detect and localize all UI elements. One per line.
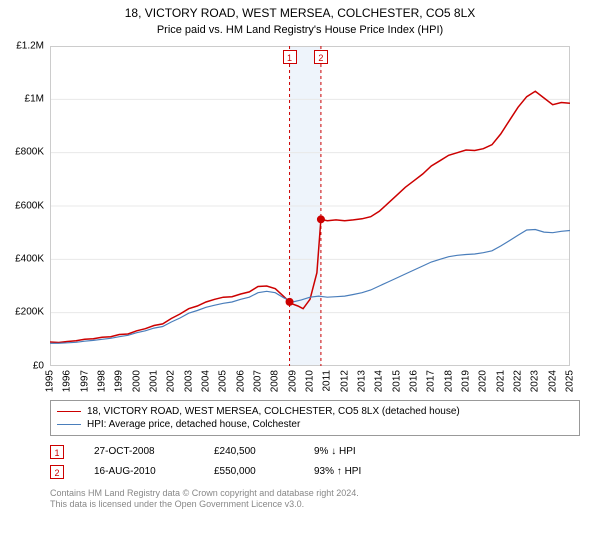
legend-swatch — [57, 411, 81, 412]
event-marker-dot — [317, 215, 325, 223]
chart-area: £0£200K£400K£600K£800K£1M£1.2M1995199619… — [50, 46, 570, 366]
x-tick-label: 2007 — [253, 370, 264, 392]
x-tick-label: 2002 — [166, 370, 177, 392]
x-tick-label: 1997 — [79, 370, 90, 392]
y-tick-label: £1.2M — [16, 40, 44, 51]
x-tick-label: 2008 — [270, 370, 281, 392]
y-tick-label: £0 — [33, 360, 44, 371]
x-tick-label: 2018 — [443, 370, 454, 392]
legend-swatch — [57, 424, 81, 425]
footer-line: This data is licensed under the Open Gov… — [50, 499, 580, 511]
x-tick-label: 2006 — [235, 370, 246, 392]
x-tick-label: 2025 — [565, 370, 576, 392]
y-tick-label: £1M — [25, 93, 44, 104]
event-marker-dot — [286, 297, 294, 305]
x-tick-label: 2010 — [305, 370, 316, 392]
x-tick-label: 2005 — [218, 370, 229, 392]
event-row: 2 16-AUG-2010 £550,000 93% ↑ HPI — [50, 462, 580, 482]
x-tick-label: 2019 — [461, 370, 472, 392]
event-delta: 93% ↑ HPI — [314, 466, 361, 477]
x-tick-label: 2016 — [409, 370, 420, 392]
y-tick-label: £400K — [15, 253, 44, 264]
y-tick-label: £200K — [15, 307, 44, 318]
event-badge: 1 — [50, 445, 64, 459]
event-date: 16-AUG-2010 — [94, 466, 184, 477]
line-chart — [50, 46, 570, 366]
x-tick-label: 2000 — [131, 370, 142, 392]
x-tick-label: 1995 — [45, 370, 56, 392]
x-tick-label: 1998 — [97, 370, 108, 392]
x-tick-label: 2024 — [547, 370, 558, 392]
x-tick-label: 2011 — [322, 370, 333, 392]
event-row: 1 27-OCT-2008 £240,500 9% ↓ HPI — [50, 442, 580, 462]
event-badge: 2 — [314, 50, 328, 64]
chart-title: 18, VICTORY ROAD, WEST MERSEA, COLCHESTE… — [0, 0, 600, 22]
event-badge: 1 — [283, 50, 297, 64]
legend-label: HPI: Average price, detached house, Colc… — [87, 419, 300, 430]
legend-item: HPI: Average price, detached house, Colc… — [57, 418, 573, 431]
legend-label: 18, VICTORY ROAD, WEST MERSEA, COLCHESTE… — [87, 406, 460, 417]
x-tick-label: 2004 — [201, 370, 212, 392]
x-tick-label: 1999 — [114, 370, 125, 392]
x-tick-label: 2001 — [149, 370, 160, 392]
event-price: £550,000 — [214, 466, 284, 477]
page: 18, VICTORY ROAD, WEST MERSEA, COLCHESTE… — [0, 0, 600, 560]
legend-item: 18, VICTORY ROAD, WEST MERSEA, COLCHESTE… — [57, 405, 573, 418]
event-delta: 9% ↓ HPI — [314, 446, 356, 457]
chart-subtitle: Price paid vs. HM Land Registry's House … — [0, 22, 600, 36]
y-tick-label: £800K — [15, 147, 44, 158]
x-tick-label: 2013 — [357, 370, 368, 392]
x-tick-label: 2014 — [374, 370, 385, 392]
x-tick-label: 2017 — [426, 370, 437, 392]
x-tick-label: 2023 — [530, 370, 541, 392]
events-table: 1 27-OCT-2008 £240,500 9% ↓ HPI 2 16-AUG-2010… — [50, 442, 580, 482]
x-tick-label: 2009 — [287, 370, 298, 392]
x-tick-label: 2012 — [339, 370, 350, 392]
x-tick-label: 2003 — [183, 370, 194, 392]
event-badge: 2 — [50, 465, 64, 479]
x-tick-label: 2020 — [478, 370, 489, 392]
footer-attribution: Contains HM Land Registry data © Crown c… — [50, 488, 580, 511]
event-date: 27-OCT-2008 — [94, 446, 184, 457]
event-price: £240,500 — [214, 446, 284, 457]
footer-line: Contains HM Land Registry data © Crown c… — [50, 488, 580, 500]
x-tick-label: 2021 — [495, 370, 506, 392]
x-tick-label: 1996 — [62, 370, 73, 392]
y-tick-label: £600K — [15, 200, 44, 211]
legend: 18, VICTORY ROAD, WEST MERSEA, COLCHESTE… — [50, 400, 580, 436]
x-tick-label: 2022 — [513, 370, 524, 392]
x-tick-label: 2015 — [391, 370, 402, 392]
